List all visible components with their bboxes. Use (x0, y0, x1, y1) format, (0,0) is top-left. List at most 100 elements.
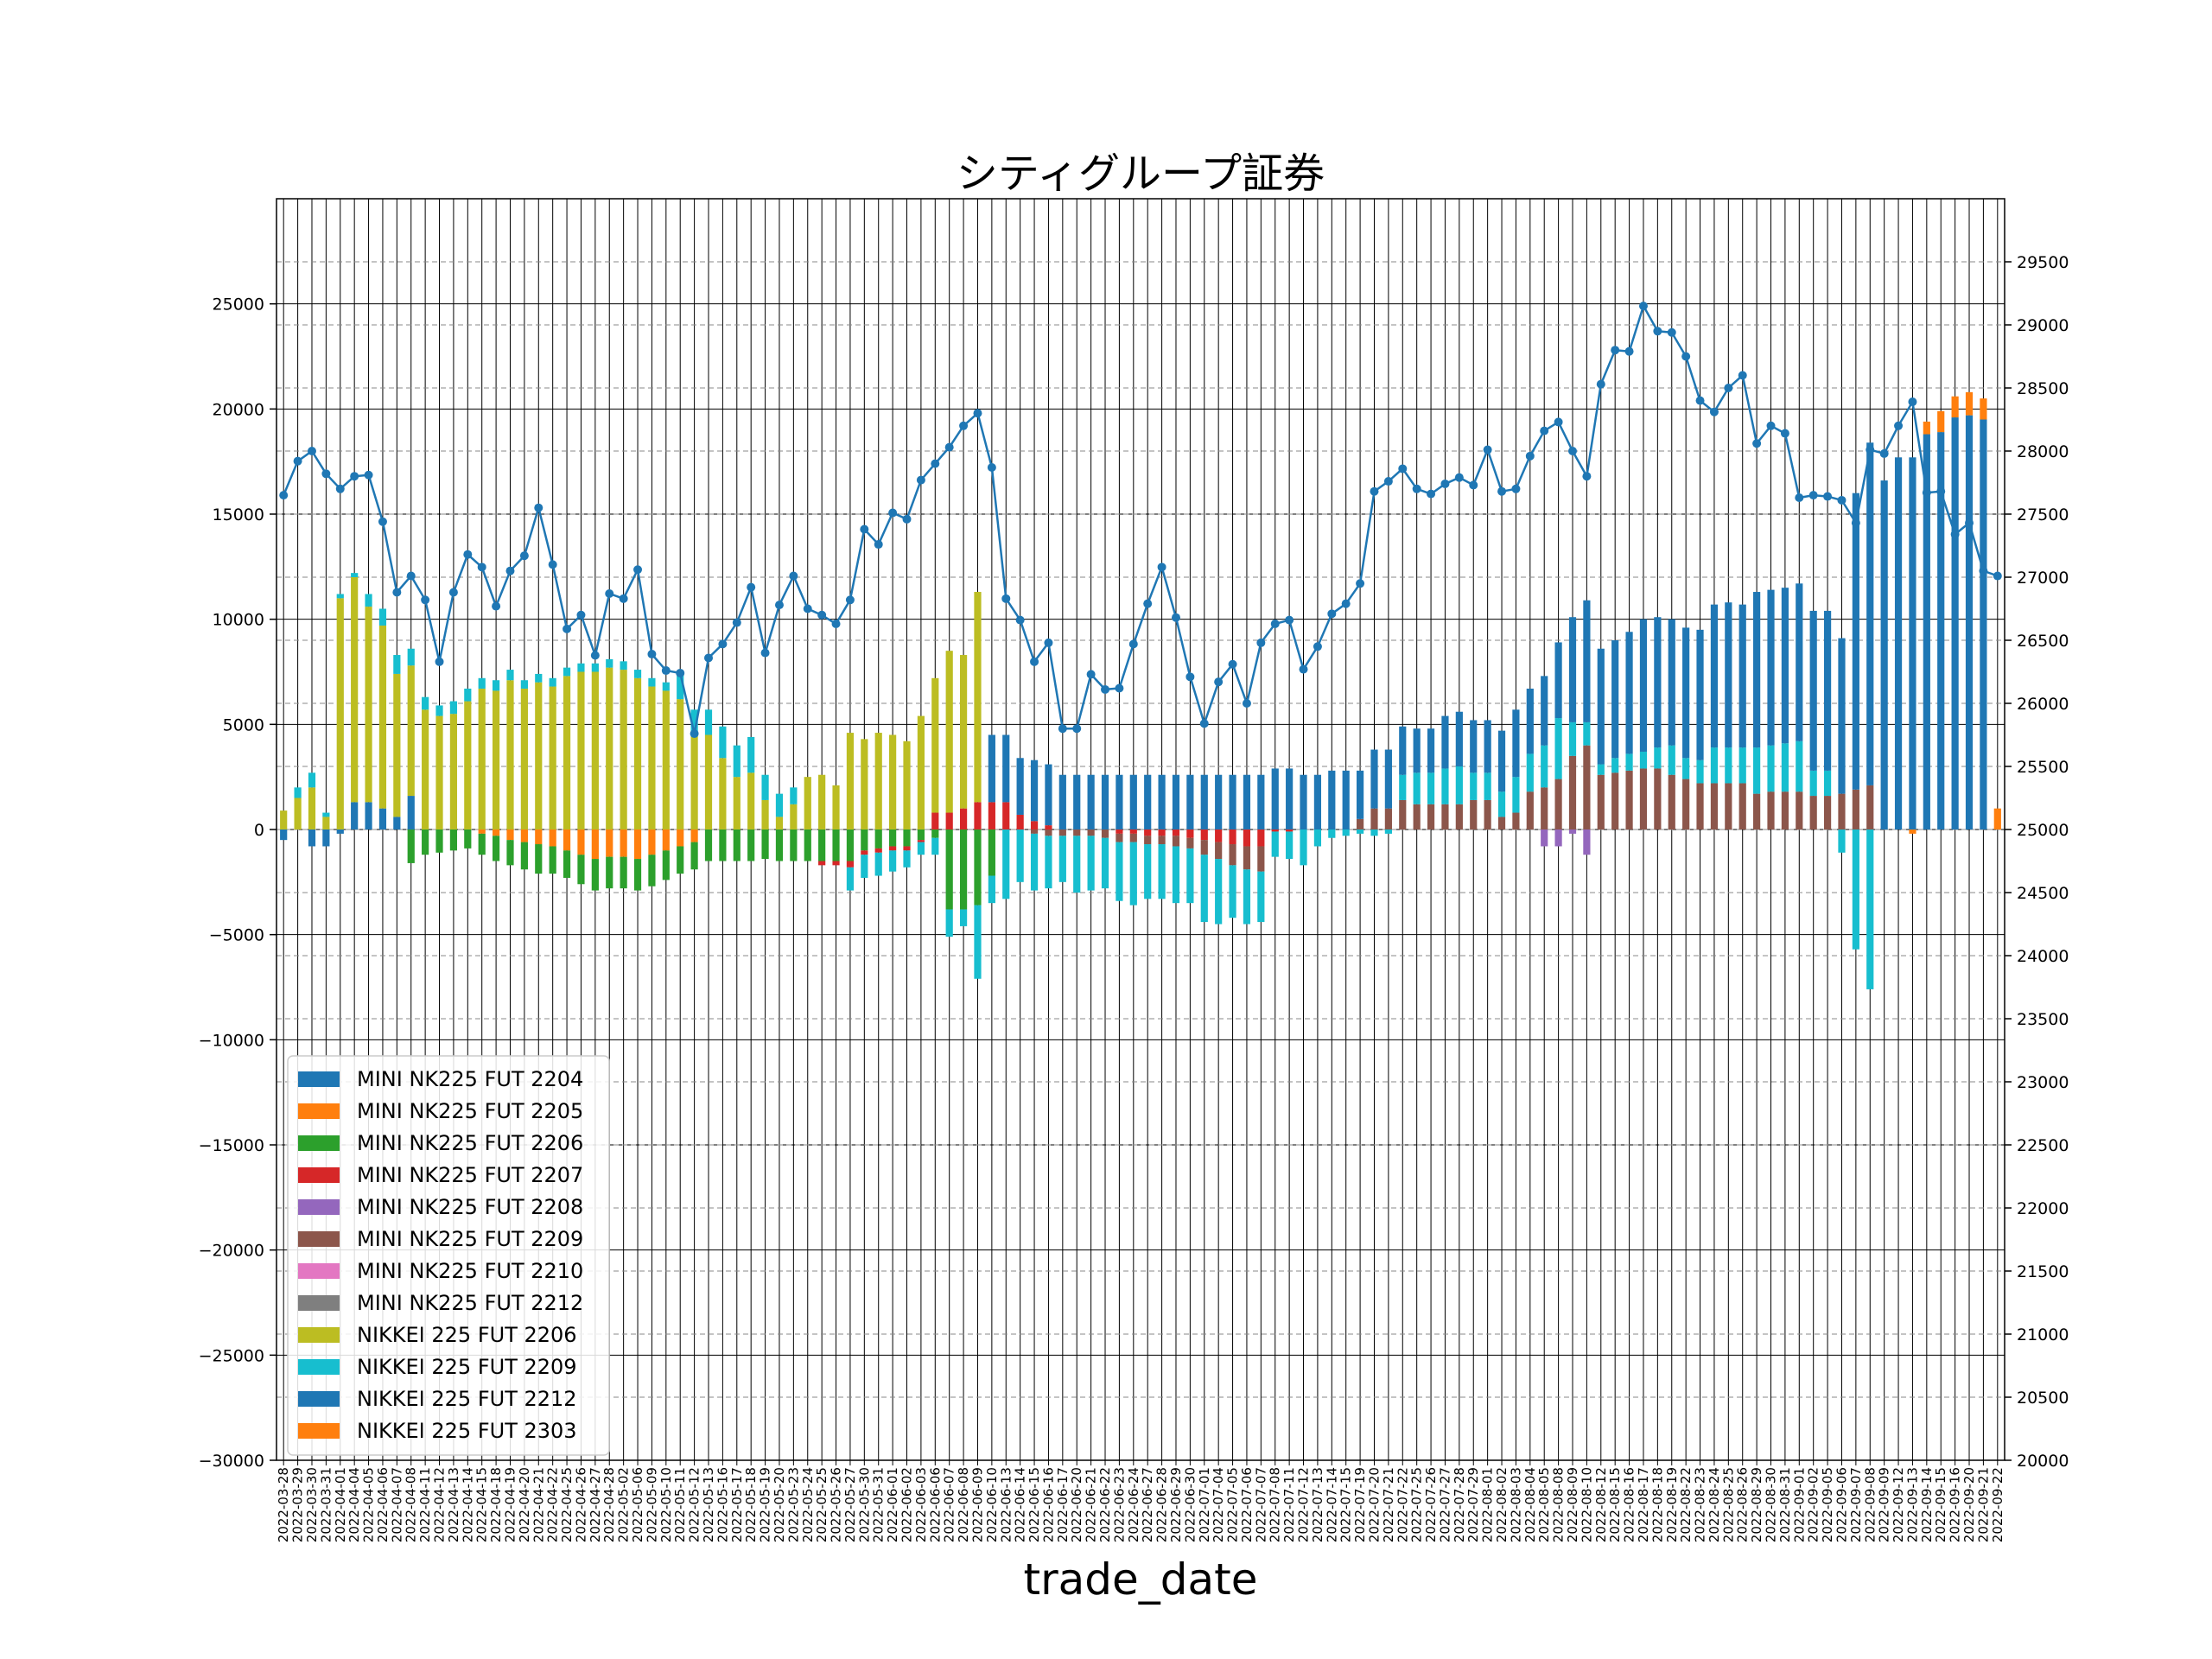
legend-swatch (298, 1295, 340, 1311)
bars (280, 391, 2001, 989)
bar (1625, 753, 1633, 771)
x-tick-label: 2022-08-12 (1593, 1467, 1609, 1542)
x-tick-label: 2022-09-14 (1919, 1467, 1935, 1542)
x-tick-label: 2022-07-13 (1310, 1467, 1325, 1542)
line-point (973, 409, 982, 418)
bar (1682, 627, 1690, 759)
bar (1597, 648, 1605, 765)
bar (577, 663, 585, 672)
x-tick-label: 2022-06-03 (913, 1467, 929, 1542)
y2-tick-label: 28000 (2017, 442, 2069, 461)
bar (1045, 830, 1052, 836)
x-tick-label: 2022-04-05 (361, 1467, 377, 1542)
bar (1286, 830, 1294, 832)
line-point (1313, 642, 1322, 652)
line-point (590, 651, 600, 660)
y2-tick-label: 20000 (2017, 1452, 2069, 1471)
bar (704, 709, 713, 735)
x-tick-label: 2022-05-23 (785, 1467, 801, 1542)
x-tick-label: 2022-05-16 (715, 1467, 730, 1542)
bar (1823, 770, 1832, 797)
bar (1725, 783, 1732, 830)
bar (959, 808, 968, 830)
bar (1158, 774, 1166, 830)
x-tick-label: 2022-08-29 (1749, 1467, 1764, 1542)
bar (336, 598, 344, 830)
bar (478, 833, 486, 855)
line-point (1554, 417, 1563, 427)
line-point (1766, 421, 1776, 430)
bar (322, 812, 330, 817)
bar (1809, 610, 1817, 771)
bar (1045, 825, 1052, 830)
bar (1541, 787, 1548, 830)
line-point (959, 421, 969, 430)
bar (365, 802, 372, 830)
line-point (774, 601, 784, 610)
x-tick-label: 2022-07-19 (1352, 1467, 1368, 1542)
bar (1370, 749, 1378, 809)
bar (1215, 859, 1223, 925)
bar (1427, 804, 1435, 830)
legend-label: NIKKEI 225 FUT 2303 (357, 1419, 577, 1443)
bar (690, 734, 698, 830)
line-point (1965, 518, 1974, 528)
bar (1200, 855, 1208, 923)
bar (1852, 830, 1859, 950)
bar (464, 830, 472, 849)
line-point (647, 650, 657, 659)
bar (1823, 796, 1832, 830)
line-point (1866, 445, 1875, 454)
bar (606, 830, 613, 857)
y-tick-label: −15000 (199, 1136, 264, 1155)
line-point (1795, 493, 1804, 503)
line-point (364, 470, 373, 480)
x-tick-label: 2022-07-20 (1366, 1467, 1382, 1542)
bar (1852, 493, 1859, 790)
bar (422, 709, 429, 830)
x-tick-label: 2022-04-11 (417, 1467, 433, 1542)
x-tick-label: 2022-07-27 (1437, 1467, 1452, 1542)
x-tick-label: 2022-06-21 (1084, 1467, 1099, 1542)
bar (1257, 774, 1265, 830)
bar (1838, 830, 1846, 853)
line-point (1724, 384, 1733, 392)
line-point (817, 610, 827, 620)
line-point (747, 582, 756, 592)
bar (1101, 774, 1109, 830)
x-tick-label: 2022-06-08 (956, 1467, 971, 1542)
bar (1045, 836, 1052, 889)
bar (435, 705, 443, 716)
x-tick-label: 2022-05-11 (672, 1467, 688, 1542)
bar (662, 850, 670, 880)
bar (1200, 830, 1208, 841)
line-point (1101, 684, 1110, 694)
bar (874, 733, 882, 830)
bar (959, 909, 968, 926)
x-tick-label: 2022-08-30 (1764, 1467, 1779, 1542)
bar (1668, 745, 1675, 775)
bar (549, 846, 556, 874)
x-tick-label: 2022-09-16 (1948, 1467, 1963, 1542)
bar (719, 726, 727, 759)
bar (1823, 610, 1832, 771)
bar (1696, 760, 1704, 784)
legend-label: MINI NK225 FUT 2210 (357, 1259, 583, 1283)
bar (1980, 419, 1987, 830)
line-point (1115, 683, 1124, 693)
line-point (1270, 620, 1280, 629)
bar (336, 830, 344, 834)
bar (1880, 480, 1888, 830)
bar (591, 830, 599, 860)
x-tick-label: 2022-05-20 (772, 1467, 787, 1542)
bar (1186, 837, 1194, 849)
line-point (1837, 495, 1847, 505)
line-point (1979, 566, 1988, 575)
line-point (1228, 659, 1237, 669)
legend-swatch (298, 1359, 340, 1375)
x-tick-label: 2022-09-22 (1990, 1467, 2005, 1542)
y-tick-label: 25000 (213, 296, 264, 315)
bar (959, 655, 968, 809)
bar (1710, 747, 1719, 784)
bar (1158, 830, 1166, 836)
